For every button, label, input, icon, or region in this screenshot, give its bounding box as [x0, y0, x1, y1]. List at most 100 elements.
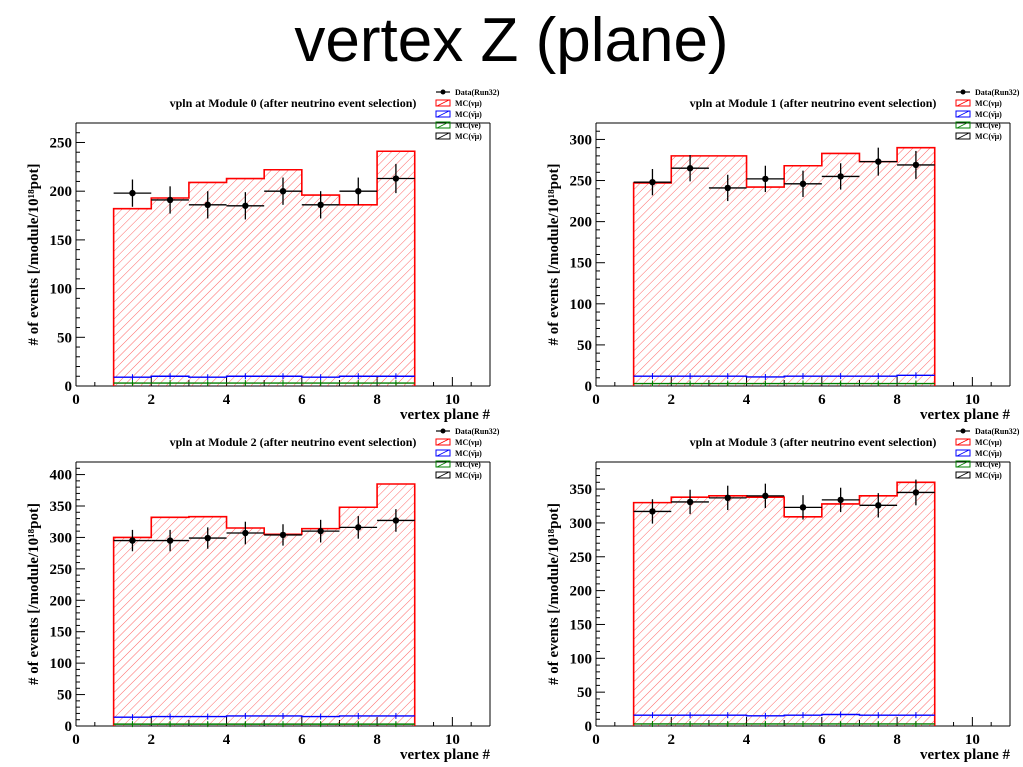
- data-point: [762, 492, 769, 500]
- legend-marker: [956, 121, 970, 129]
- data-point: [355, 187, 362, 195]
- legend-label: MC(νμ): [455, 99, 482, 108]
- legend-marker: [960, 89, 966, 95]
- y-tick-label: 250: [570, 550, 593, 566]
- x-tick-label: 6: [298, 732, 306, 748]
- data-point: [912, 161, 920, 169]
- data-point: [242, 529, 249, 537]
- chart-title: vpln at Module 3 (after neutrino event s…: [690, 435, 937, 449]
- data-point: [686, 498, 694, 506]
- x-tick-label: 4: [743, 392, 751, 408]
- legend-label: MC(ν̄μ): [975, 449, 1002, 458]
- y-tick-label: 0: [585, 379, 593, 395]
- legend-marker: [956, 110, 970, 118]
- legend-marker: [955, 471, 971, 479]
- mc-numu-hatch-fill: [113, 151, 415, 386]
- legend-marker: [955, 438, 971, 446]
- legend-marker: [435, 110, 451, 118]
- x-axis-label: vertex plane #: [920, 407, 1010, 423]
- legend-label: MC(ν̄μ): [975, 471, 1002, 480]
- legend-marker: [436, 121, 450, 129]
- legend-label: MC(ν̄μ): [975, 110, 1002, 119]
- legend-label: MC(νμ): [455, 438, 482, 447]
- page-title: vertex Z (plane): [294, 6, 729, 75]
- legend-marker: [955, 449, 971, 457]
- chart-title: vpln at Module 0 (after neutrino event s…: [170, 96, 417, 110]
- y-tick-label: 400: [50, 468, 73, 484]
- mc-numubar-line: [113, 715, 415, 718]
- mc-numubar-line: [633, 374, 935, 378]
- y-tick-label: 150: [570, 617, 593, 633]
- legend-marker: [436, 460, 450, 468]
- x-tick-label: 8: [893, 392, 901, 408]
- data-point: [837, 173, 844, 180]
- legend-marker: [956, 471, 970, 479]
- y-tick-label: 100: [570, 651, 593, 667]
- legend-label: MC(ν̄μ): [455, 471, 482, 480]
- y-tick-label: 100: [50, 282, 73, 298]
- data-point: [166, 537, 174, 544]
- x-tick-label: 10: [965, 732, 980, 748]
- x-tick-label: 8: [893, 732, 901, 748]
- legend-label: Data(Run32): [975, 427, 1020, 436]
- chart-panel-0: vpln at Module 0 (after neutrino event s…: [26, 88, 500, 423]
- x-tick-label: 8: [373, 392, 381, 408]
- y-tick-label: 50: [57, 330, 72, 346]
- data-point: [317, 527, 324, 535]
- mc-numu-hatch-fill: [633, 147, 935, 386]
- data-point: [317, 201, 324, 209]
- legend-marker: [440, 428, 446, 434]
- data-point: [392, 175, 400, 182]
- data-point: [875, 502, 882, 509]
- legend-marker: [956, 449, 970, 457]
- legend-marker: [435, 471, 451, 479]
- x-tick-label: 0: [72, 732, 80, 748]
- data-point: [837, 496, 844, 504]
- mc-numu-hatch-fill: [113, 484, 415, 726]
- data-point: [279, 187, 287, 195]
- y-tick-label: 150: [570, 256, 593, 272]
- legend-marker: [436, 132, 450, 140]
- legend-marker: [960, 428, 966, 434]
- legend-marker: [436, 471, 450, 479]
- chart-title: vpln at Module 2 (after neutrino event s…: [170, 435, 417, 449]
- legend-marker: [435, 121, 451, 129]
- legend-marker: [955, 460, 971, 468]
- chart-panel-1: vpln at Module 1 (after neutrino event s…: [546, 88, 1020, 423]
- y-tick-label: 200: [570, 215, 593, 231]
- data-point: [129, 189, 136, 197]
- chart-title: vpln at Module 1 (after neutrino event s…: [690, 96, 937, 110]
- legend-label: MC(νμ): [975, 438, 1002, 447]
- data-point: [649, 508, 656, 515]
- legend-marker: [440, 89, 446, 95]
- x-tick-label: 2: [668, 732, 676, 748]
- legend-label: MC(νe): [975, 121, 1001, 130]
- y-tick-label: 250: [50, 562, 73, 578]
- legend-marker: [955, 121, 971, 129]
- mc-numubar-line: [633, 713, 935, 717]
- x-tick-label: 10: [965, 392, 980, 408]
- x-tick-label: 0: [72, 392, 80, 408]
- data-point: [204, 201, 211, 209]
- legend-marker: [956, 460, 970, 468]
- y-tick-label: 0: [585, 719, 593, 735]
- y-tick-label: 150: [50, 233, 73, 249]
- y-tick-label: 50: [577, 685, 592, 701]
- mc-numu-outline: [112, 483, 416, 726]
- legend-marker: [435, 460, 451, 468]
- data-point: [279, 531, 287, 539]
- data-point: [204, 534, 211, 542]
- legend-label: MC(ν̄μ): [975, 132, 1002, 141]
- legend-label: MC(ν̄μ): [455, 132, 482, 141]
- y-tick-label: 200: [50, 184, 73, 200]
- y-tick-label: 0: [65, 379, 73, 395]
- legend-marker: [955, 132, 971, 140]
- x-tick-label: 4: [743, 732, 751, 748]
- legend-marker: [436, 110, 450, 118]
- legend-marker: [956, 132, 970, 140]
- x-axis-label: vertex plane #: [400, 747, 490, 763]
- legend-marker: [436, 99, 450, 107]
- y-tick-label: 300: [50, 530, 73, 546]
- y-tick-label: 200: [50, 593, 73, 609]
- y-tick-label: 350: [50, 499, 73, 515]
